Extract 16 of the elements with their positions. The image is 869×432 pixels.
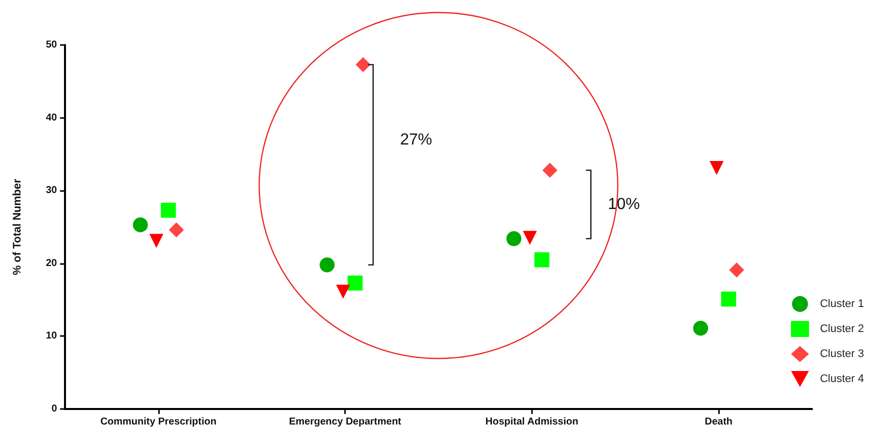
legend-label: Cluster 3	[820, 348, 864, 360]
y-tick-label: 40	[46, 112, 58, 124]
y-tick-label: 0	[51, 404, 58, 414]
x-tick-label: Community Prescription	[100, 416, 216, 428]
legend-label: Cluster 1	[820, 298, 864, 310]
y-tick-label: 20	[46, 258, 58, 269]
annotation: 27%	[400, 131, 432, 148]
y-tick-label: 10	[46, 330, 58, 342]
y-tick-label: 30	[46, 185, 58, 196]
x-tick-label: Hospital Admission	[485, 416, 578, 428]
legend-label: Cluster 4	[820, 373, 864, 385]
legend-label: Cluster 2	[820, 323, 864, 335]
y-tick-label: 50	[46, 40, 58, 50]
x-tick-label: Emergency Department	[288, 416, 402, 428]
y-axis-title: % of Total Number	[12, 178, 24, 276]
x-tick-label: Death	[704, 416, 733, 428]
